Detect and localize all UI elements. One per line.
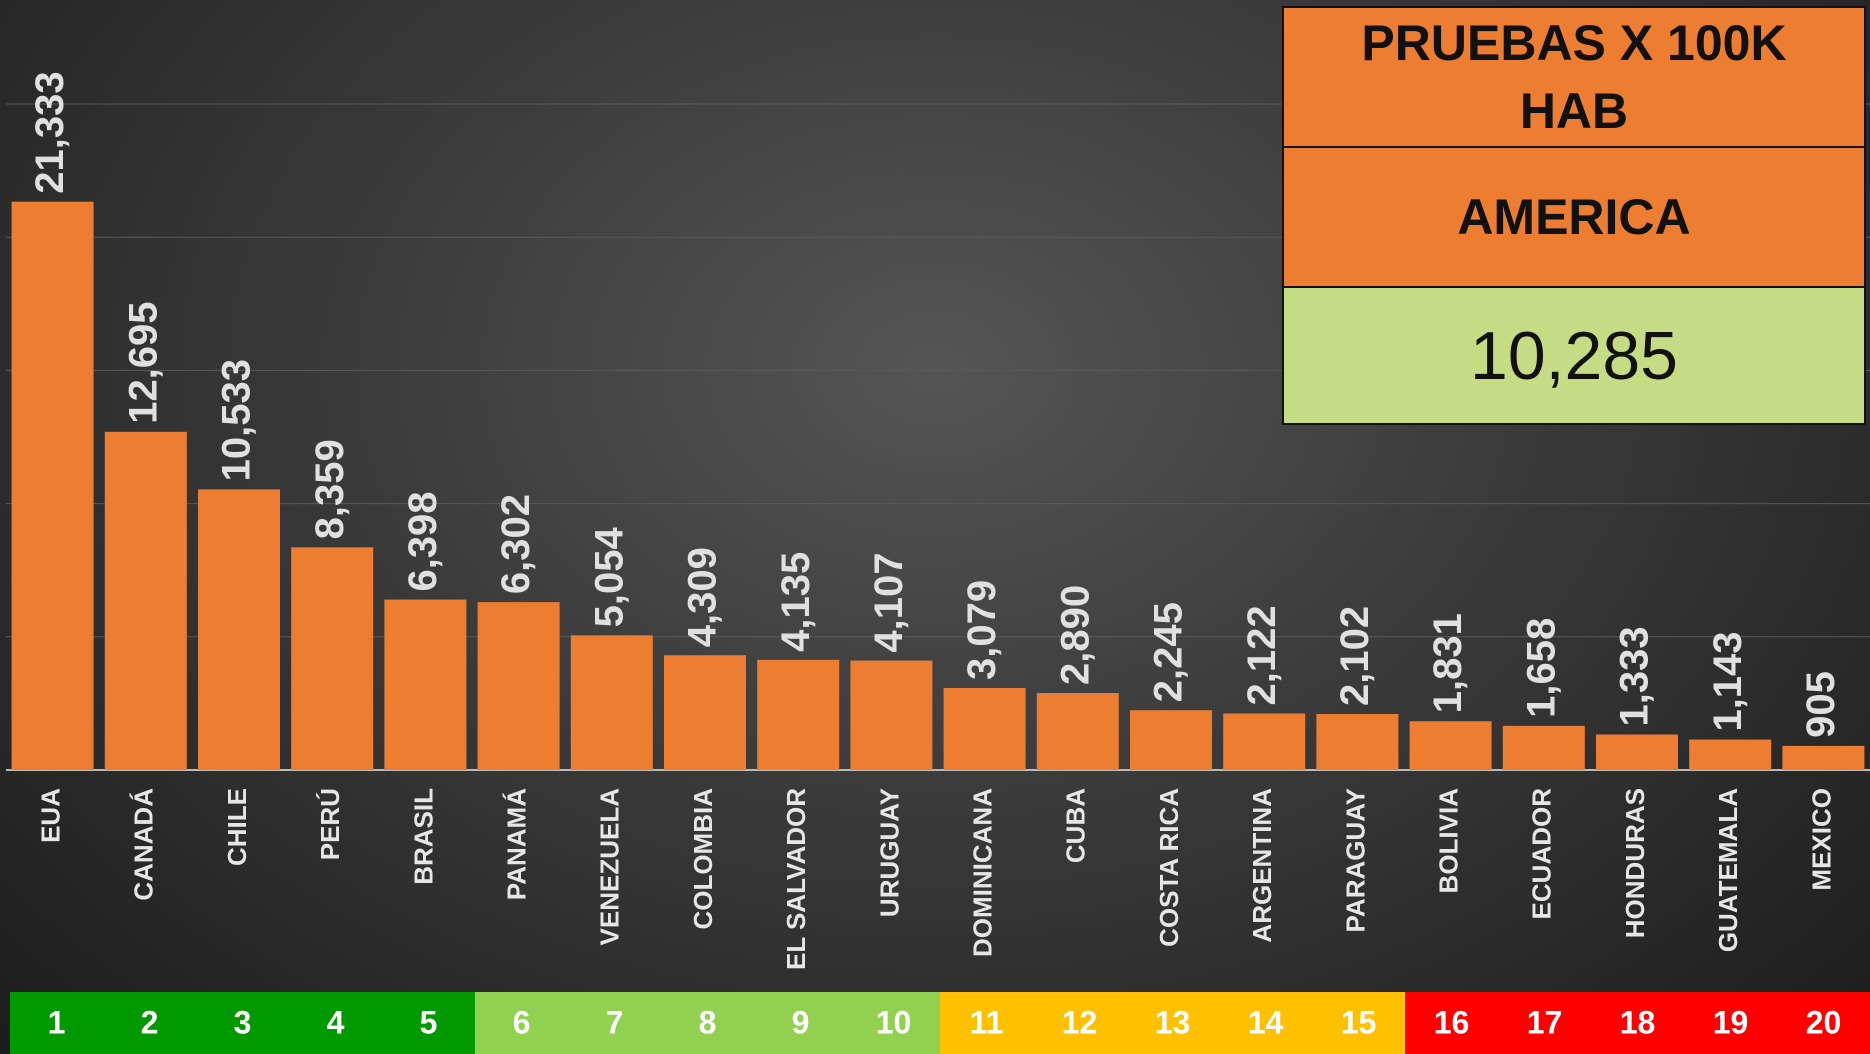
summary-box: PRUEBAS X 100K HAB AMERICA 10,285 [1282, 6, 1866, 425]
rank-label: 6 [513, 1004, 531, 1040]
bar [1689, 739, 1772, 770]
x-tick-label: PARAGUAY [1340, 788, 1370, 932]
x-tick-label: MEXICO [1806, 788, 1836, 891]
rank-group [1405, 992, 1870, 1054]
x-tick-label: BOLIVIA [1433, 788, 1463, 894]
bar [757, 659, 840, 770]
value-label: 905 [1799, 671, 1843, 738]
bar [197, 489, 281, 770]
rank-label: 2 [141, 1004, 159, 1040]
x-tick-label: URUGUAY [874, 788, 904, 917]
rank-label: 12 [1062, 1004, 1098, 1040]
value-label: 2,102 [1333, 606, 1377, 706]
rank-label: 5 [420, 1004, 438, 1040]
x-tick-label: CHILE [222, 788, 252, 866]
rank-group [10, 992, 475, 1054]
rank-label: 15 [1341, 1004, 1377, 1040]
x-tick-label: EUA [35, 788, 65, 843]
rank-label: 7 [606, 1004, 624, 1040]
bar [477, 602, 560, 770]
x-tick-label: HONDURAS [1620, 788, 1650, 938]
value-label: 1,831 [1426, 613, 1470, 713]
bar [1595, 734, 1679, 770]
x-tick-label: PERÚ [315, 788, 345, 860]
bar [943, 687, 1026, 770]
x-tick-label: COSTA RICA [1154, 788, 1184, 947]
rank-label: 8 [699, 1004, 717, 1040]
summary-region: AMERICA [1284, 148, 1864, 288]
value-label: 2,122 [1240, 605, 1284, 705]
rank-label: 20 [1806, 1004, 1842, 1040]
summary-value: 10,285 [1284, 288, 1864, 423]
rank-label: 4 [327, 1004, 345, 1040]
x-tick-label: ECUADOR [1527, 788, 1557, 920]
rank-label: 16 [1434, 1004, 1470, 1040]
value-label: 6,398 [401, 491, 445, 591]
summary-title: PRUEBAS X 100K HAB [1284, 8, 1864, 148]
rank-label: 3 [234, 1004, 252, 1040]
value-label: 10,533 [215, 359, 259, 481]
rank-group [940, 992, 1405, 1054]
rank-label: 19 [1713, 1004, 1749, 1040]
x-tick-label: DOMINICANA [967, 788, 997, 957]
rank-label: 13 [1155, 1004, 1191, 1040]
value-label: 1,143 [1706, 631, 1750, 731]
value-label: 4,135 [774, 552, 818, 652]
rank-label: 10 [876, 1004, 912, 1040]
rank-label: 11 [970, 1004, 1004, 1040]
value-label: 8,359 [308, 439, 352, 539]
bar [1409, 721, 1492, 770]
bar [1129, 710, 1213, 770]
rank-group [475, 992, 940, 1054]
bar [1782, 745, 1865, 770]
value-label: 21,333 [28, 71, 72, 193]
value-label: 2,245 [1147, 602, 1191, 702]
value-label: 1,658 [1519, 618, 1563, 718]
value-label: 4,309 [681, 547, 725, 647]
bar [11, 201, 94, 771]
bar [1223, 713, 1306, 770]
rank-label: 14 [1248, 1004, 1284, 1040]
x-tick-label: PANAMÁ [501, 788, 531, 900]
x-tick-label: EL SALVADOR [781, 788, 811, 970]
x-tick-label: CUBA [1061, 788, 1091, 863]
value-label: 5,054 [587, 527, 631, 628]
bar [104, 431, 187, 770]
value-label: 4,107 [867, 552, 911, 652]
rank-label: 1 [48, 1004, 66, 1040]
x-tick-label: ARGENTINA [1247, 788, 1277, 943]
value-label: 3,079 [960, 580, 1004, 680]
value-label: 12,695 [121, 301, 165, 423]
x-tick-label: COLOMBIA [688, 788, 718, 930]
bar [291, 547, 374, 770]
value-label: 1,333 [1613, 626, 1657, 726]
bar [1502, 725, 1585, 770]
bar [850, 660, 933, 770]
x-tick-label: CANADÁ [129, 788, 159, 901]
x-tick-label: VENEZUELA [595, 788, 625, 946]
bar [663, 655, 747, 770]
rank-label: 18 [1620, 1004, 1656, 1040]
value-label: 2,890 [1053, 585, 1097, 685]
bar [570, 635, 653, 770]
rank-label: 17 [1527, 1004, 1563, 1040]
x-tick-label: BRASIL [408, 788, 438, 885]
value-label: 6,302 [494, 494, 538, 594]
bar [1036, 693, 1119, 770]
rank-label: 9 [792, 1004, 810, 1040]
x-tick-label: GUATEMALA [1713, 788, 1743, 952]
bar [1316, 714, 1399, 770]
bar [384, 599, 467, 770]
